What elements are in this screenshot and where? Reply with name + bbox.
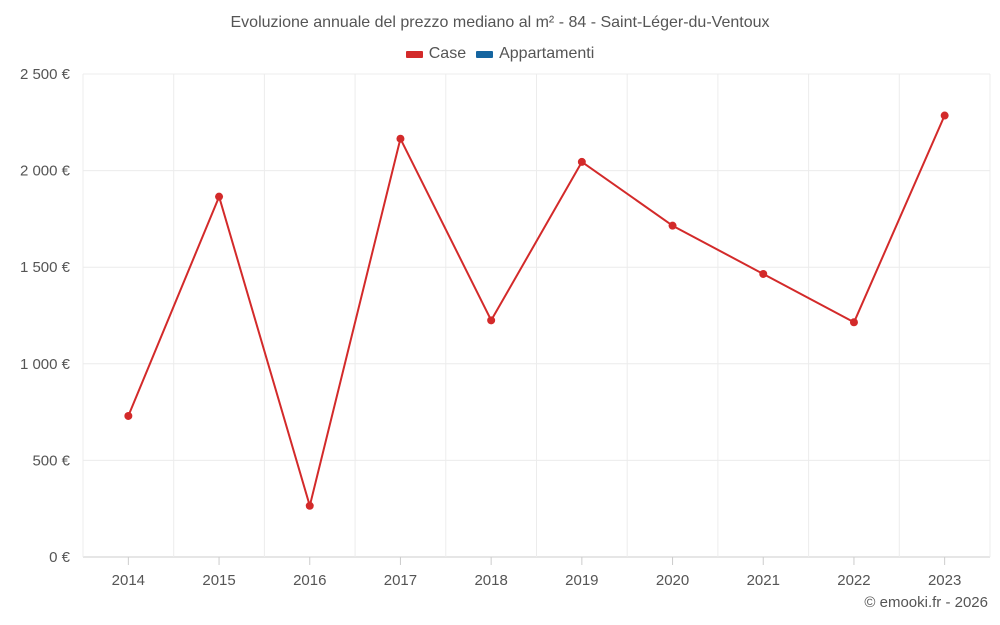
- legend-label-case: Case: [428, 45, 467, 62]
- data-point: [215, 192, 224, 201]
- chart-title: Evoluzione annuale del prezzo mediano al…: [230, 14, 770, 31]
- data-point: [849, 318, 858, 327]
- x-tick-label: 2018: [474, 572, 507, 589]
- credit-text: © emooki.fr - 2026: [864, 594, 988, 611]
- chart-legend: Case Appartamenti: [0, 45, 1000, 63]
- data-point: [305, 501, 314, 510]
- data-point: [577, 157, 586, 166]
- series-line-case: [127, 115, 946, 507]
- y-tick-label: 1 500 €: [20, 259, 71, 276]
- y-tick-label: 500 €: [32, 452, 70, 469]
- legend-item-appartamenti[interactable]: Appartamenti: [476, 45, 594, 63]
- data-point: [487, 316, 496, 325]
- x-tick-label: 2021: [747, 572, 780, 589]
- x-tick-label: 2023: [928, 572, 961, 589]
- x-tick-label: 2019: [565, 572, 598, 589]
- legend-item-case[interactable]: Case: [405, 45, 467, 63]
- x-tick-label: 2015: [202, 572, 235, 589]
- y-tick-label: 0 €: [49, 549, 71, 566]
- x-tick-label: 2014: [112, 572, 145, 589]
- data-point: [124, 411, 133, 420]
- legend-swatch-case: [405, 50, 423, 58]
- x-tick-label: 2017: [384, 572, 417, 589]
- x-tick-label: 2016: [293, 572, 326, 589]
- data-point: [759, 269, 768, 278]
- legend-label-appartamenti: Appartamenti: [499, 45, 595, 62]
- y-tick-label: 1 000 €: [20, 356, 71, 373]
- legend-swatch-appartamenti: [476, 50, 494, 58]
- x-tick-label: 2020: [656, 572, 689, 589]
- data-point: [668, 221, 677, 230]
- data-point: [940, 111, 949, 120]
- x-tick-label: 2022: [837, 572, 870, 589]
- data-point: [396, 134, 405, 143]
- y-tick-label: 2 000 €: [20, 163, 71, 180]
- y-tick-label: 2 500 €: [20, 66, 71, 83]
